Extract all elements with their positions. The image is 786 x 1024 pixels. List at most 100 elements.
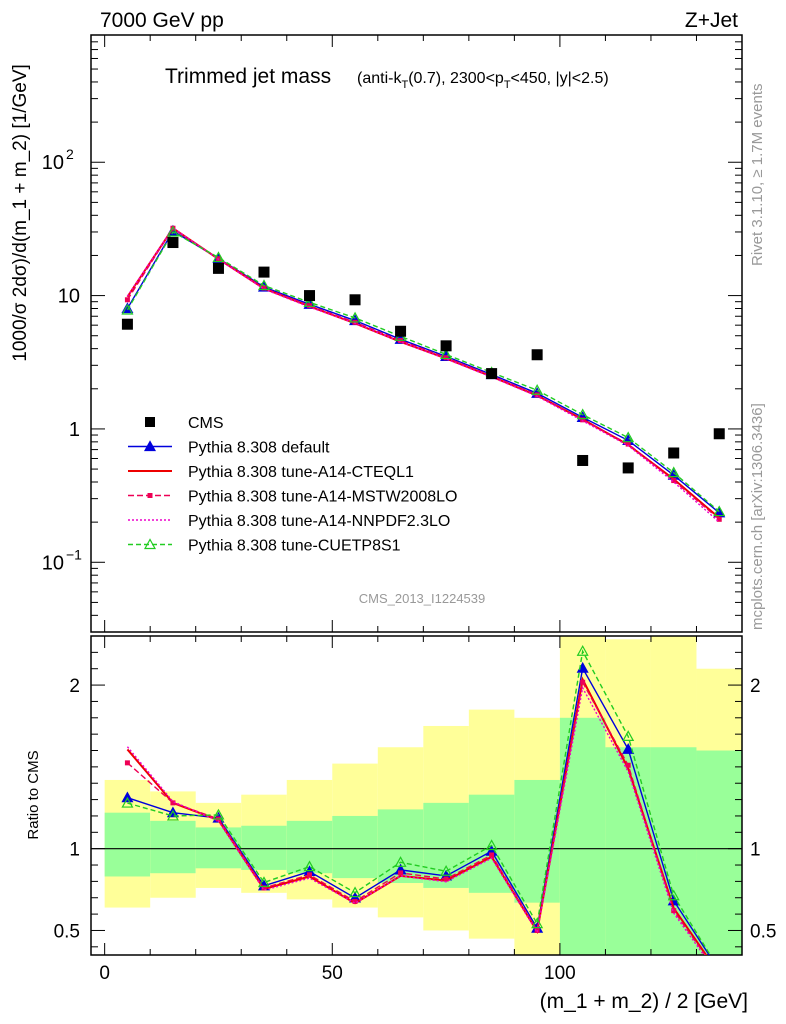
series-marker — [166, 225, 179, 237]
series-marker — [166, 809, 179, 821]
data-point — [531, 349, 543, 361]
data-point — [577, 454, 589, 466]
ratio-tick-label-left: 2 — [69, 676, 80, 697]
ratio-tick-label-right: 2 — [750, 676, 761, 697]
legend-label: Pythia 8.308 default — [188, 440, 330, 457]
series-marker — [440, 865, 453, 876]
legend-label-data: CMS — [188, 415, 224, 432]
series-marker — [531, 917, 544, 929]
ratio-tick-label-right: 1 — [750, 840, 761, 861]
series-marker — [349, 886, 362, 898]
series-marker — [349, 311, 362, 323]
data-point — [440, 340, 452, 352]
series-marker — [212, 808, 225, 820]
chart-title-group: Trimmed jet mass (anti-kT(0.7), 2300<pT<… — [165, 65, 609, 91]
y-tick-label: 10 — [42, 552, 64, 574]
ratio-band-inner — [605, 747, 651, 955]
ratio-band-inner — [195, 827, 242, 869]
series-marker — [440, 348, 453, 360]
series-marker — [443, 355, 449, 361]
series-marker — [622, 742, 635, 754]
series-marker — [143, 440, 157, 452]
series-marker — [257, 876, 271, 888]
series-marker — [303, 860, 316, 872]
legend-label: Pythia 8.308 tune-A14-NNPDF2.3LO — [188, 513, 450, 530]
legend: CMS Pythia 8.308 default Pythia 8.308 tune… — [128, 415, 457, 555]
ratio-y-axis-label: Ratio to CMS — [25, 750, 42, 839]
ratio-tick-label-left: 1 — [69, 840, 80, 861]
series-line — [126, 227, 720, 520]
header-left-label: 7000 GeV pp — [100, 9, 224, 32]
x-tick-label: 0 — [99, 963, 110, 984]
series-marker — [667, 889, 680, 901]
analysis-watermark: CMS_2013_I1224539 — [359, 591, 486, 606]
data-point — [167, 237, 179, 249]
data-point — [486, 368, 498, 380]
y-tick-label: 10 — [58, 286, 80, 308]
series-marker — [625, 762, 631, 768]
x-tick-label: 100 — [544, 963, 576, 984]
series-marker — [713, 505, 726, 517]
subtitle-sub2: T — [504, 79, 511, 91]
series-marker — [257, 279, 271, 291]
ratio-band-inner — [104, 812, 151, 877]
series-marker — [303, 296, 316, 307]
series-marker — [580, 679, 586, 685]
series-marker — [212, 251, 225, 263]
legend-label: Pythia 8.308 tune-A14-MSTW2008LO — [188, 489, 457, 506]
ratio-bands — [104, 636, 742, 955]
legend-label: Pythia 8.308 tune-CUETP8S1 — [188, 538, 401, 555]
series-marker — [307, 872, 313, 878]
ratio-tick-label-right: 0.5 — [750, 921, 776, 942]
data-point — [668, 447, 680, 459]
series-marker — [671, 478, 677, 484]
series-marker — [667, 466, 680, 478]
data-point — [622, 462, 634, 474]
series-marker — [121, 303, 134, 315]
data-point — [349, 294, 361, 306]
series-marker — [394, 856, 407, 867]
y-tick-exponent: 2 — [66, 146, 74, 162]
series-marker — [576, 408, 589, 420]
legend-marker-data — [145, 417, 155, 427]
data-point — [212, 262, 224, 274]
ratio-band-inner — [150, 820, 196, 874]
ratio-band-inner — [696, 750, 742, 955]
main-series — [121, 224, 726, 523]
series-marker — [485, 839, 498, 851]
ratio-band-inner — [332, 815, 378, 879]
series-marker — [714, 965, 724, 974]
series-marker — [124, 297, 130, 303]
series-marker — [622, 730, 635, 741]
series-marker — [489, 852, 495, 858]
main-frame — [90, 34, 743, 633]
ratio-series-line — [126, 680, 706, 955]
series-marker — [307, 303, 313, 309]
series-marker — [671, 908, 677, 914]
series-marker — [625, 441, 631, 447]
subtitle-close: <450, |y|<2.5) — [511, 70, 609, 87]
ratio-tick-label-left: 0.5 — [54, 921, 80, 942]
subtitle-open: (anti-k — [357, 70, 402, 87]
series-marker — [716, 516, 722, 522]
legend-label: Pythia 8.308 tune-A14-CTEQL1 — [188, 464, 414, 481]
series-marker — [143, 538, 157, 550]
header-right-label: Z+Jet — [685, 9, 738, 32]
y-tick-exponent: −1 — [66, 546, 82, 562]
ratio-series — [121, 644, 724, 977]
y-axis-label: 1000/σ 2dσ)/d(m_1 + m_2) [1/GeV] — [10, 64, 31, 362]
data-point — [713, 428, 725, 440]
series-marker — [717, 972, 722, 977]
x-axis-label: (m_1 + m_2) / 2 [GeV] — [540, 990, 748, 1013]
series-marker — [170, 800, 176, 806]
series-marker — [398, 870, 404, 876]
series-marker — [622, 431, 635, 443]
series-marker — [121, 796, 134, 808]
series-marker — [534, 392, 540, 398]
series-line — [126, 226, 720, 523]
chart-subtitle: (anti-kT(0.7), 2300<pT<450, |y|<2.5) — [357, 70, 609, 91]
series-marker — [261, 285, 267, 291]
series-marker — [580, 417, 586, 423]
